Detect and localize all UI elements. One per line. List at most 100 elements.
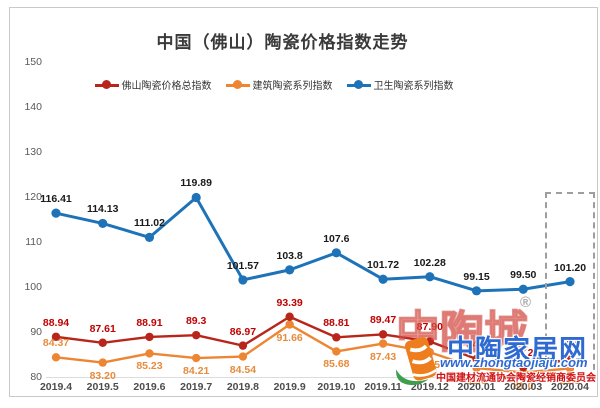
legend-marker-icon (94, 80, 119, 90)
watermark-org-name: 中国建材流通协会陶瓷经销商委员会 (436, 373, 596, 384)
data-point-sanitary-ceramics-index (98, 218, 108, 229)
data-point-sanitary-ceramics-index (51, 208, 61, 218)
data-label-sanitary-ceramics-index: 103.8 (276, 249, 303, 262)
data-point-sanitary-ceramics-index (191, 192, 201, 203)
x-axis-label: 2020.03 (504, 381, 543, 393)
data-point-foshan-total-index (332, 333, 341, 342)
data-point-building-ceramics-index (565, 364, 575, 373)
legend-label: 佛山陶瓷价格总指数 (121, 81, 212, 92)
y-tick-label: 140 (24, 101, 42, 113)
data-label-sanitary-ceramics-index: 101.72 (367, 259, 400, 272)
data-label-building-ceramics-index: 81.0 (513, 379, 534, 392)
series-line-sanitary-ceramics-index (51, 192, 575, 296)
x-axis-label: 2020.04 (551, 381, 589, 393)
data-label-sanitary-ceramics-index: 107.6 (323, 232, 350, 245)
data-point-sanitary-ceramics-index (518, 284, 528, 294)
data-label-foshan-total-index: 82.2 (513, 347, 534, 360)
data-point-sanitary-ceramics-index (378, 274, 388, 284)
data-label-foshan-total-index: 89.47 (369, 314, 397, 327)
watermark-site-url: www.zhongtaojiaju.com (440, 355, 588, 370)
data-label-building-ceramics-index: 85.68 (323, 358, 350, 371)
data-point-building-ceramics-index (285, 320, 294, 329)
data-point-foshan-total-index (285, 312, 294, 321)
legend-marker-icon (225, 80, 250, 90)
highlight-dashed-box (545, 192, 595, 380)
data-point-foshan-total-index (378, 330, 388, 339)
legend: 佛山陶瓷价格总指数 建筑陶瓷系列指数 卫生陶瓷系列指数 (0, 77, 548, 92)
data-point-sanitary-ceramics-index (565, 277, 575, 287)
data-label-sanitary-ceramics-index: 101.57 (226, 259, 259, 272)
data-point-building-ceramics-index (145, 349, 154, 358)
y-tick-label: 100 (24, 281, 42, 293)
data-point-building-ceramics-index (191, 353, 201, 363)
series-line-foshan-total-index (51, 312, 575, 372)
data-point-foshan-total-index (51, 332, 61, 341)
data-label-foshan-total-index: 84.0 (466, 339, 487, 351)
x-axis-label: 2019.11 (364, 381, 402, 393)
data-label-sanitary-ceramics-index: 102.28 (413, 256, 446, 269)
legend-item-sanitary-ceramics-index: 卫生陶瓷系列指数 (346, 77, 454, 92)
data-label-sanitary-ceramics-index: 101.20 (553, 261, 587, 274)
x-axis-label: 2019.9 (273, 381, 306, 393)
data-point-sanitary-ceramics-index (471, 286, 482, 296)
data-label-building-ceramics-index: 87.43 (369, 350, 397, 363)
data-point-sanitary-ceramics-index (144, 232, 155, 243)
data-label-building-ceramics-index: 84.21 (183, 365, 210, 378)
data-point-foshan-total-index (565, 355, 575, 364)
data-point-foshan-total-index (472, 354, 481, 364)
series-line-building-ceramics-index (51, 320, 575, 377)
data-label-foshan-total-index: 83.9 (559, 339, 581, 352)
legend-item-building-ceramics-index: 建筑陶瓷系列指数 (225, 77, 333, 92)
data-label-foshan-total-index: 87.90 (416, 321, 443, 334)
data-label-foshan-total-index: 88.81 (323, 317, 350, 330)
chart-frame (9, 7, 598, 397)
data-label-foshan-total-index: 88.91 (136, 316, 163, 329)
data-label-sanitary-ceramics-index: 111.02 (133, 217, 165, 230)
data-point-building-ceramics-index (51, 353, 61, 362)
y-tick-label: 90 (30, 326, 42, 338)
x-axis-label: 2019.4 (39, 381, 73, 393)
chart-title: 中国（佛山）陶瓷价格指数走势 (156, 33, 409, 52)
y-tick-label: 110 (25, 236, 42, 248)
data-label-building-ceramics-index: 85.23 (136, 360, 163, 373)
data-point-sanitary-ceramics-index (331, 248, 341, 258)
x-axis-line (46, 377, 594, 378)
x-axis-label: 2019.10 (317, 381, 356, 393)
data-label-foshan-total-index: 86.97 (229, 325, 257, 338)
legend-marker-icon (346, 80, 371, 90)
data-label-building-ceramics-index: 82.0 (466, 375, 487, 387)
legend-item-foshan-total-index: 佛山陶瓷价格总指数 (94, 77, 212, 92)
y-tick-label: 120 (24, 191, 42, 203)
data-point-building-ceramics-index (98, 358, 107, 367)
data-label-sanitary-ceramics-index: 99.50 (510, 269, 537, 282)
data-label-foshan-total-index: 87.61 (89, 322, 116, 335)
data-point-sanitary-ceramics-index (238, 275, 248, 285)
data-point-foshan-total-index (519, 362, 528, 372)
data-label-building-ceramics-index: 83.20 (89, 369, 116, 382)
legend-label: 建筑陶瓷系列指数 (252, 81, 333, 92)
data-label-sanitary-ceramics-index: 116.41 (40, 193, 72, 206)
x-axis-label: 2019.6 (133, 381, 166, 393)
data-point-building-ceramics-index (238, 352, 248, 361)
data-label-building-ceramics-index: 84.54 (229, 363, 257, 376)
data-label-sanitary-ceramics-index: 114.13 (86, 203, 119, 216)
data-label-foshan-total-index: 89.3 (185, 315, 207, 328)
data-label-foshan-total-index: 88.94 (42, 316, 70, 329)
data-point-building-ceramics-index (332, 347, 341, 356)
data-point-foshan-total-index (425, 337, 435, 346)
watermark-site-name: 中陶家居网 (447, 335, 587, 365)
x-axis-label: 2019.5 (86, 381, 119, 393)
legend-label: 卫生陶瓷系列指数 (373, 81, 454, 92)
data-point-foshan-total-index (238, 341, 248, 350)
y-tick-label: 130 (24, 146, 42, 158)
x-axis-label: 2019.7 (180, 381, 213, 393)
data-label-building-ceramics-index: 91.66 (276, 331, 303, 344)
y-tick-label: 150 (24, 56, 42, 68)
data-point-sanitary-ceramics-index (285, 265, 295, 275)
y-tick-label: 80 (30, 371, 42, 383)
data-label-sanitary-ceramics-index: 99.15 (463, 270, 490, 283)
data-point-building-ceramics-index (472, 363, 481, 373)
x-axis-label: 2020.01 (457, 381, 496, 393)
